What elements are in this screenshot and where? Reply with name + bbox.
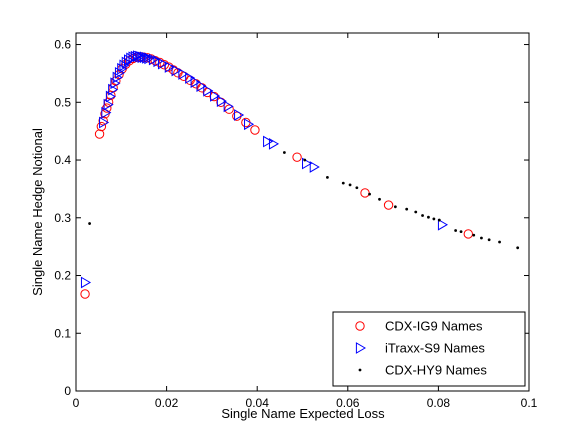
itraxx-point xyxy=(112,71,123,84)
itraxx-point xyxy=(105,90,116,103)
hy9-point xyxy=(516,246,520,250)
hy9-point xyxy=(88,222,91,225)
itraxx-point xyxy=(203,84,214,97)
itraxx-point xyxy=(437,218,449,231)
ig9-point xyxy=(96,121,107,132)
itraxx-point xyxy=(196,80,207,92)
x-tick-label: 0 xyxy=(73,396,80,410)
y-tick-label: 0.5 xyxy=(54,95,71,109)
hy9-point xyxy=(480,236,483,240)
hy9-point xyxy=(341,181,345,185)
series-2 xyxy=(88,151,520,250)
legend-marker xyxy=(355,342,366,354)
legend-marker xyxy=(358,368,362,372)
itraxx-point xyxy=(302,157,313,170)
itraxx-point xyxy=(244,118,255,131)
hy9-point xyxy=(393,205,397,209)
y-tick-label: 0 xyxy=(64,384,71,398)
legend-marker xyxy=(355,321,365,331)
x-tick-label: 0.06 xyxy=(336,396,360,410)
hy9-point xyxy=(472,233,476,237)
ig9-point xyxy=(94,129,105,139)
itraxx-point xyxy=(263,135,274,148)
itraxx-point xyxy=(164,61,175,73)
hy9-point xyxy=(498,240,501,244)
itraxx-point xyxy=(234,109,245,121)
hy9-point xyxy=(378,197,381,201)
ig9-point xyxy=(383,200,394,210)
itraxx-point xyxy=(103,98,114,111)
hy9-point xyxy=(432,217,436,221)
itraxx-point xyxy=(216,95,227,108)
ig9-point xyxy=(155,57,165,68)
y-tick-label: 0.1 xyxy=(54,326,71,340)
ig9-point xyxy=(292,152,302,162)
y-tick-label: 0.2 xyxy=(54,269,71,283)
hy9-point xyxy=(414,210,418,214)
axis-ticks: 0 0.02 0.04 0.06 0.08 0.1 0 0.1 0.2 0.3 0.4 0.5 0.6 xyxy=(54,33,538,410)
itraxx-point xyxy=(99,116,110,129)
hy9-point xyxy=(303,158,307,162)
itraxx-point xyxy=(157,57,169,70)
hy9-point xyxy=(437,218,441,222)
y-tick-label: 0.4 xyxy=(54,153,71,167)
itraxx-point xyxy=(142,51,153,64)
x-tick-label: 0.1 xyxy=(521,396,538,410)
hy9-point xyxy=(427,215,430,219)
data-marks xyxy=(80,50,520,299)
itraxx-point xyxy=(185,72,196,84)
legend-label: iTraxx-S9 Names xyxy=(385,341,485,356)
legend-label: CDX-HY9 Names xyxy=(385,363,487,378)
itraxx-point xyxy=(309,161,320,173)
legend-box xyxy=(332,311,526,387)
hy9-point xyxy=(405,207,409,211)
y-axis-label: Single Name Hedge Notional xyxy=(30,128,45,296)
ig9-point xyxy=(224,104,234,114)
hy9-point xyxy=(459,230,463,234)
hy9-point xyxy=(454,229,458,232)
itraxx-point xyxy=(210,90,221,102)
itraxx-point xyxy=(268,137,280,150)
ig9-point xyxy=(250,125,260,135)
itraxx-point xyxy=(223,100,234,113)
x-axis-label: Single Name Expected Loss xyxy=(221,406,385,421)
ig9-point xyxy=(159,60,170,70)
legend-label: CDX-IG9 Names xyxy=(385,319,483,334)
hy9-point xyxy=(348,183,352,187)
itraxx-point xyxy=(171,64,182,77)
x-tick-label: 0.02 xyxy=(155,396,179,410)
ig9-point xyxy=(463,229,473,239)
hy9-point xyxy=(355,186,359,190)
hy9-point xyxy=(326,175,329,179)
itraxx-point xyxy=(80,276,92,289)
hy9-point xyxy=(487,238,491,242)
series-1 xyxy=(80,50,449,289)
x-tick-label: 0.04 xyxy=(246,396,270,410)
hy9-point xyxy=(421,214,424,217)
itraxx-point xyxy=(178,68,189,80)
y-tick-label: 0.3 xyxy=(54,211,71,225)
hy9-point xyxy=(282,151,286,154)
hy9-point xyxy=(368,192,371,196)
x-tick-label: 0.08 xyxy=(427,396,451,410)
itraxx-point xyxy=(101,106,112,119)
legend: CDX-IG9 Names iTraxx-S9 Names CDX-HY9 Name… xyxy=(332,311,526,387)
ig9-point xyxy=(80,289,90,299)
itraxx-point xyxy=(190,76,201,88)
y-tick-label: 0.6 xyxy=(54,38,71,52)
